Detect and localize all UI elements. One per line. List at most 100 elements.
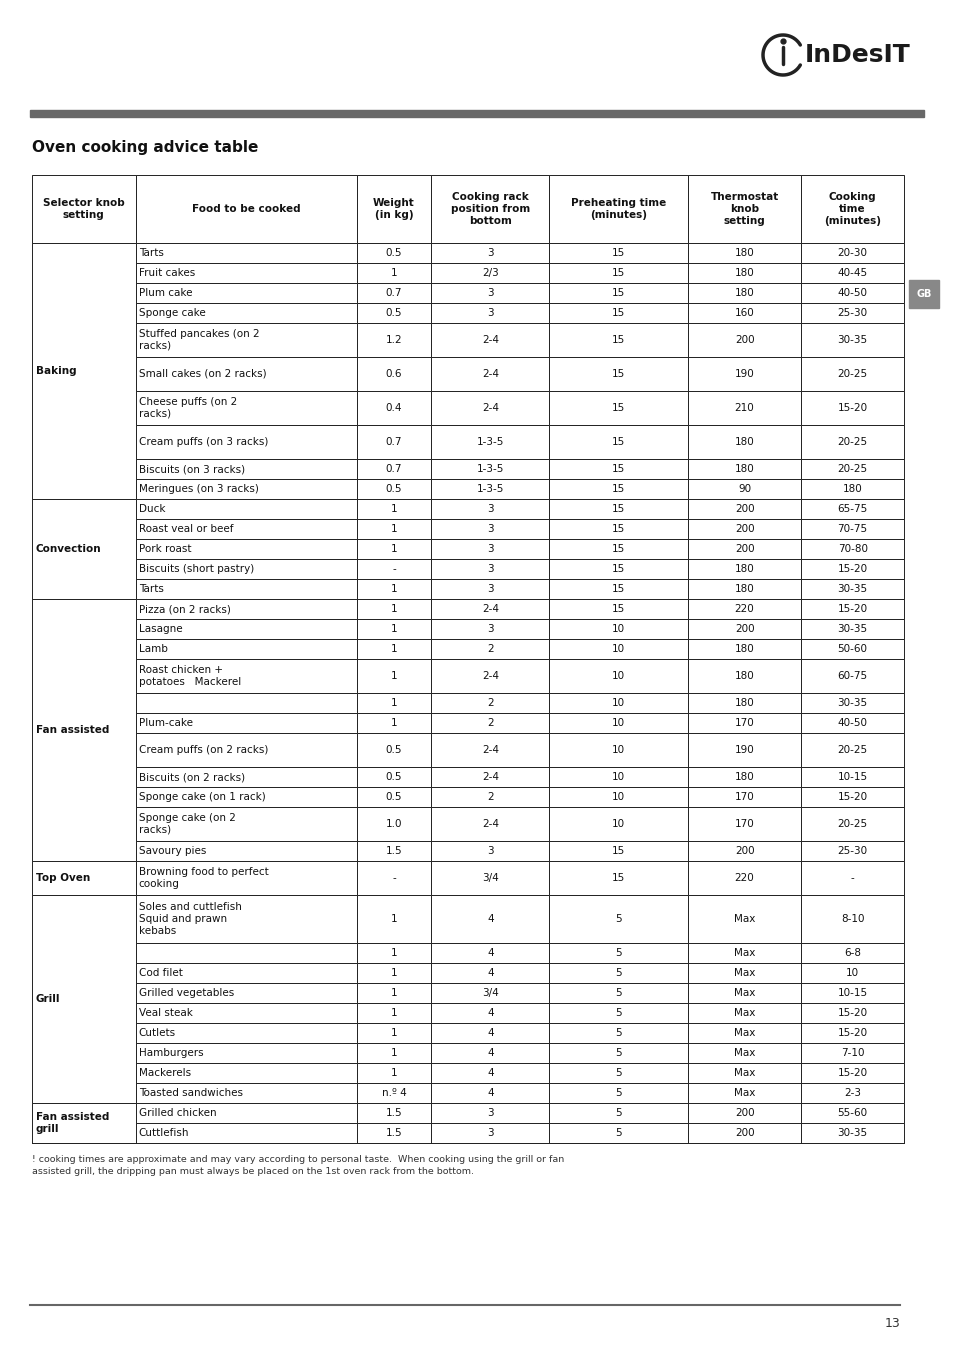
Text: 0.5: 0.5 [385,485,402,494]
Text: 20-25: 20-25 [837,464,867,474]
Text: Browning food to perfect
cooking: Browning food to perfect cooking [138,867,268,890]
Text: 7-10: 7-10 [840,1048,863,1058]
Bar [549,787,687,807]
Bar [431,479,549,500]
Text: 180: 180 [734,772,754,782]
Bar [356,944,431,963]
Text: 1: 1 [390,968,396,977]
Bar [801,1044,903,1062]
Bar [135,599,356,620]
Bar [549,983,687,1003]
Bar [32,176,135,243]
Bar [687,787,801,807]
Bar [687,713,801,733]
Bar [356,559,431,579]
Bar [356,1103,431,1123]
Text: 5: 5 [615,1008,621,1018]
Bar [549,459,687,479]
Bar [687,620,801,639]
Text: 6-8: 6-8 [843,948,861,958]
Text: Preheating time
(minutes): Preheating time (minutes) [571,198,665,220]
Text: 15: 15 [612,544,624,554]
Bar [356,841,431,861]
Bar [549,767,687,787]
Text: 180: 180 [841,485,862,494]
Text: GB: GB [915,289,931,298]
Text: 60-75: 60-75 [837,671,867,680]
Bar [687,539,801,559]
Text: 1: 1 [390,671,396,680]
Bar [356,302,431,323]
Bar [32,895,135,1103]
Text: Biscuits (on 3 racks): Biscuits (on 3 racks) [138,464,245,474]
Text: 180: 180 [734,585,754,594]
Bar [549,1003,687,1023]
Text: 30-35: 30-35 [837,585,867,594]
Text: 1.5: 1.5 [385,1108,402,1118]
Bar [687,693,801,713]
Bar [549,479,687,500]
Text: 1.2: 1.2 [385,335,402,346]
Text: Selector knob
setting: Selector knob setting [43,198,125,220]
Text: Pork roast: Pork roast [138,544,191,554]
Bar [431,1083,549,1103]
Text: Max: Max [733,1048,755,1058]
Bar [549,1062,687,1083]
Bar [431,1062,549,1083]
Text: Cream puffs (on 2 racks): Cream puffs (on 2 racks) [138,745,268,755]
Text: Small cakes (on 2 racks): Small cakes (on 2 racks) [138,369,266,379]
Bar [687,963,801,983]
Text: 15: 15 [612,585,624,594]
Bar [801,579,903,599]
Text: 5: 5 [615,914,621,923]
Bar [431,713,549,733]
Text: 15: 15 [612,603,624,614]
Bar [356,323,431,356]
Text: Tarts: Tarts [138,585,163,594]
Text: 0.7: 0.7 [385,437,402,447]
Text: 10: 10 [612,718,624,728]
Bar [549,1044,687,1062]
Text: 10: 10 [612,772,624,782]
Bar [687,518,801,539]
Text: 0.5: 0.5 [385,772,402,782]
Bar [135,579,356,599]
Bar [356,693,431,713]
Bar [549,841,687,861]
Bar [801,963,903,983]
Bar [356,459,431,479]
Text: 3: 3 [486,564,493,574]
Bar [431,841,549,861]
Bar [801,983,903,1003]
Bar [135,1044,356,1062]
Text: Plum cake: Plum cake [138,288,192,298]
Bar [801,639,903,659]
Bar [431,539,549,559]
Bar [431,263,549,284]
Text: Top Oven: Top Oven [36,873,91,883]
Text: Cheese puffs (on 2
racks): Cheese puffs (on 2 racks) [138,397,236,418]
Text: 200: 200 [734,544,754,554]
Text: 3: 3 [486,1129,493,1138]
Bar [549,559,687,579]
Text: 200: 200 [734,624,754,634]
Bar [687,983,801,1003]
Text: 180: 180 [734,437,754,447]
Bar [801,787,903,807]
Text: Biscuits (short pastry): Biscuits (short pastry) [138,564,253,574]
Text: 10: 10 [612,792,624,802]
Text: 40-50: 40-50 [837,288,866,298]
Text: 220: 220 [734,873,754,883]
Bar [431,356,549,392]
Bar [801,559,903,579]
Text: 1: 1 [390,269,396,278]
Bar [687,356,801,392]
Bar [32,1103,135,1143]
Text: Food to be cooked: Food to be cooked [192,204,300,215]
Text: 1: 1 [390,1027,396,1038]
Text: Toasted sandwiches: Toasted sandwiches [138,1088,242,1098]
Bar [135,620,356,639]
Bar [135,895,356,944]
Bar [135,263,356,284]
Bar [431,1023,549,1044]
